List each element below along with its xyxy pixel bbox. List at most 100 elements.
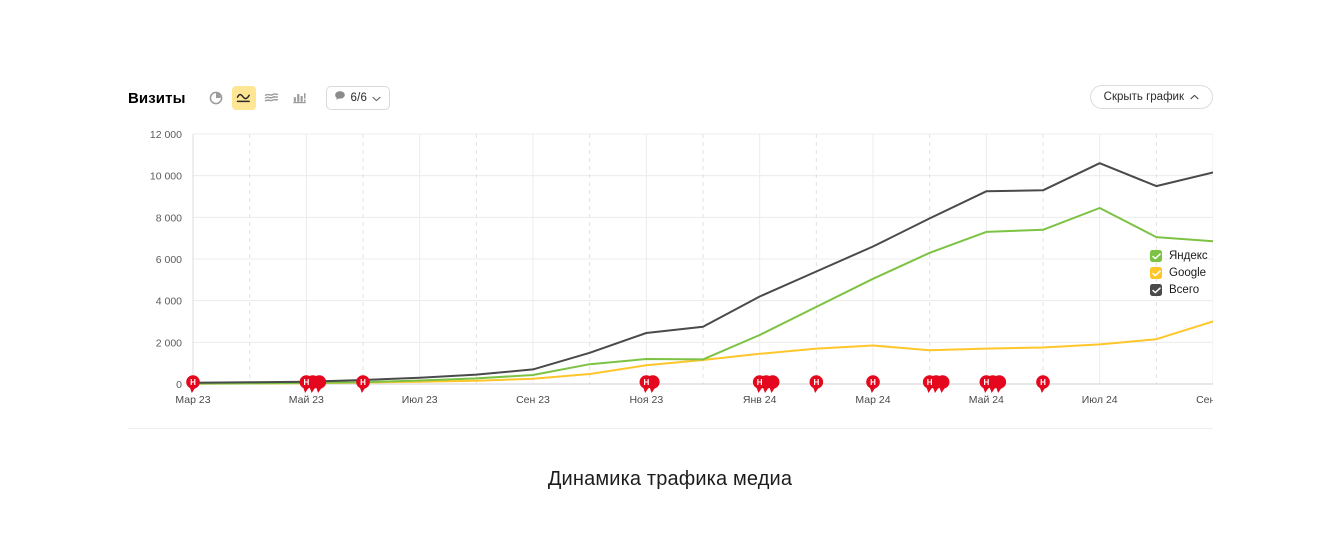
annotation-marker[interactable]: H bbox=[1036, 375, 1050, 393]
annotation-bubble-tail bbox=[316, 387, 322, 393]
annotation-bubble[interactable]: H bbox=[639, 375, 654, 393]
x-axis-tick-label: Мар 23 bbox=[175, 394, 210, 406]
speech-bubble-icon bbox=[334, 89, 346, 107]
chevron-down-icon bbox=[372, 89, 381, 107]
annotation-marker[interactable]: H bbox=[752, 375, 780, 393]
x-axis-tick-label: Мар 24 bbox=[855, 394, 890, 406]
annotation-marker-label: H bbox=[1040, 378, 1046, 387]
widget-bottom-divider bbox=[128, 428, 1213, 429]
hide-chart-button[interactable]: Скрыть график bbox=[1089, 85, 1213, 109]
annotation-bubble-body bbox=[299, 375, 314, 389]
annotation-marker[interactable]: H bbox=[809, 375, 824, 393]
annotation-bubble-tail bbox=[996, 387, 1002, 393]
x-axis-tick-label: Июл 24 bbox=[1082, 394, 1118, 406]
annotation-marker[interactable]: H bbox=[639, 375, 660, 393]
annotation-marker[interactable]: H bbox=[979, 375, 1007, 393]
chevron-up-icon bbox=[1190, 91, 1199, 103]
legend-checkbox-total[interactable] bbox=[1150, 284, 1162, 296]
legend-item-total[interactable]: Всего bbox=[1150, 284, 1208, 296]
visits-line-chart[interactable]: 0 2 000 4 000 6 000 8 000 10 000 12 000 Мар 23 М… bbox=[128, 120, 1213, 428]
annotation-bubble-tail bbox=[649, 387, 656, 393]
annotation-bubble-body bbox=[979, 375, 994, 389]
pie-chart-icon bbox=[209, 91, 223, 105]
annotation-bubble-tail bbox=[869, 387, 876, 393]
legend-checkbox-google[interactable] bbox=[1150, 267, 1162, 279]
x-axis-tick-label: Май 24 bbox=[969, 394, 1004, 406]
annotations-count-dropdown[interactable]: 6/6 bbox=[325, 86, 391, 110]
bar-chart-icon-button[interactable] bbox=[288, 86, 312, 110]
annotation-marker[interactable]: H bbox=[922, 375, 950, 393]
annotation-bubble-tail bbox=[932, 387, 939, 393]
x-axis-tick-label: Сен 24 bbox=[1196, 394, 1213, 406]
annotation-bubble[interactable]: H bbox=[752, 375, 767, 393]
visits-chart-widget: Визиты bbox=[128, 78, 1213, 428]
chart-legend: Яндекс Google Всего bbox=[1150, 250, 1208, 296]
annotation-bubble-tail bbox=[926, 387, 933, 393]
annotation-marker-label: H bbox=[757, 378, 763, 387]
annotations-count-label: 6/6 bbox=[350, 92, 368, 104]
annotation-bubble[interactable]: H bbox=[186, 375, 200, 393]
annotation-marker[interactable]: H bbox=[299, 375, 327, 393]
annotation-bubble-tail bbox=[309, 387, 316, 393]
annotation-bubble[interactable]: H bbox=[356, 375, 370, 393]
annotation-bubble-tail bbox=[989, 387, 996, 393]
annotation-marker[interactable]: H bbox=[186, 375, 200, 393]
annotation-bubble[interactable]: H bbox=[866, 375, 880, 393]
view-type-switcher bbox=[204, 86, 312, 110]
legend-item-yandex[interactable]: Яндекс bbox=[1150, 250, 1208, 262]
legend-checkbox-yandex[interactable] bbox=[1150, 250, 1162, 262]
annotation-marker-label: H bbox=[190, 378, 196, 387]
bar-chart-icon bbox=[292, 91, 307, 105]
y-axis-tick-label: 12 000 bbox=[150, 129, 182, 141]
legend-label-google: Google bbox=[1169, 267, 1207, 279]
x-axis-tick-label: Июл 23 bbox=[402, 394, 438, 406]
y-axis-tick-label: 10 000 bbox=[150, 171, 182, 183]
annotation-bubble-tail bbox=[643, 387, 649, 393]
area-chart-icon-button[interactable] bbox=[260, 86, 284, 110]
annotation-marker-label: H bbox=[643, 378, 649, 387]
annotation-bubble-tail bbox=[939, 387, 946, 393]
annotation-bubble-body bbox=[809, 375, 824, 389]
annotation-bubble-tail bbox=[359, 387, 366, 393]
legend-item-google[interactable]: Google bbox=[1150, 267, 1208, 279]
hide-chart-label: Скрыть график bbox=[1103, 91, 1184, 103]
annotation-marker[interactable]: H bbox=[356, 375, 370, 393]
annotation-bubble-body bbox=[752, 375, 767, 389]
annotation-marker-label: H bbox=[360, 378, 366, 387]
x-axis-tick-label: Ноя 23 bbox=[629, 394, 663, 406]
annotation-marker-label: H bbox=[983, 378, 989, 387]
annotation-bubble-tail bbox=[983, 387, 989, 393]
annotation-bubble[interactable]: H bbox=[922, 375, 937, 393]
x-axis-tick-label: Май 23 bbox=[289, 394, 324, 406]
annotation-bubble-body bbox=[1036, 375, 1050, 389]
annotation-marker-label: H bbox=[813, 378, 819, 387]
annotation-bubble[interactable]: H bbox=[979, 375, 994, 393]
legend-label-total: Всего bbox=[1169, 284, 1200, 296]
annotation-bubble-body bbox=[922, 375, 937, 389]
line-chart-icon bbox=[236, 91, 251, 105]
legend-label-yandex: Яндекс bbox=[1169, 250, 1208, 262]
annotation-bubble-tail bbox=[813, 387, 819, 393]
annotation-bubble-tail bbox=[303, 387, 309, 393]
annotation-bubble-tail bbox=[189, 387, 196, 393]
y-axis-tick-label: 6 000 bbox=[156, 254, 182, 266]
metric-title: Визиты bbox=[128, 89, 186, 107]
annotation-bubble-body bbox=[866, 375, 880, 389]
annotation-bubble-body bbox=[186, 375, 200, 389]
x-axis-tick-label: Янв 24 bbox=[743, 394, 777, 406]
annotation-bubble[interactable]: H bbox=[809, 375, 824, 393]
area-chart-icon bbox=[264, 91, 279, 105]
annotation-bubble-tail bbox=[756, 387, 763, 393]
annotation-bubble-tail bbox=[1039, 387, 1046, 393]
annotation-bubble[interactable]: H bbox=[299, 375, 314, 393]
annotation-bubble[interactable]: H bbox=[1036, 375, 1050, 393]
annotation-marker-label: H bbox=[927, 378, 933, 387]
y-axis-tick-label: 8 000 bbox=[156, 212, 182, 224]
chart-toolbar: Визиты bbox=[128, 78, 1213, 118]
chart-plot-area: 0 2 000 4 000 6 000 8 000 10 000 12 000 Мар 23 М… bbox=[128, 120, 1213, 428]
line-chart-icon-button[interactable] bbox=[231, 86, 256, 110]
annotation-bubble-body bbox=[639, 375, 654, 389]
pie-chart-icon-button[interactable] bbox=[204, 86, 228, 110]
annotation-marker[interactable]: H bbox=[866, 375, 880, 393]
y-axis-tick-label: 4 000 bbox=[156, 296, 182, 308]
